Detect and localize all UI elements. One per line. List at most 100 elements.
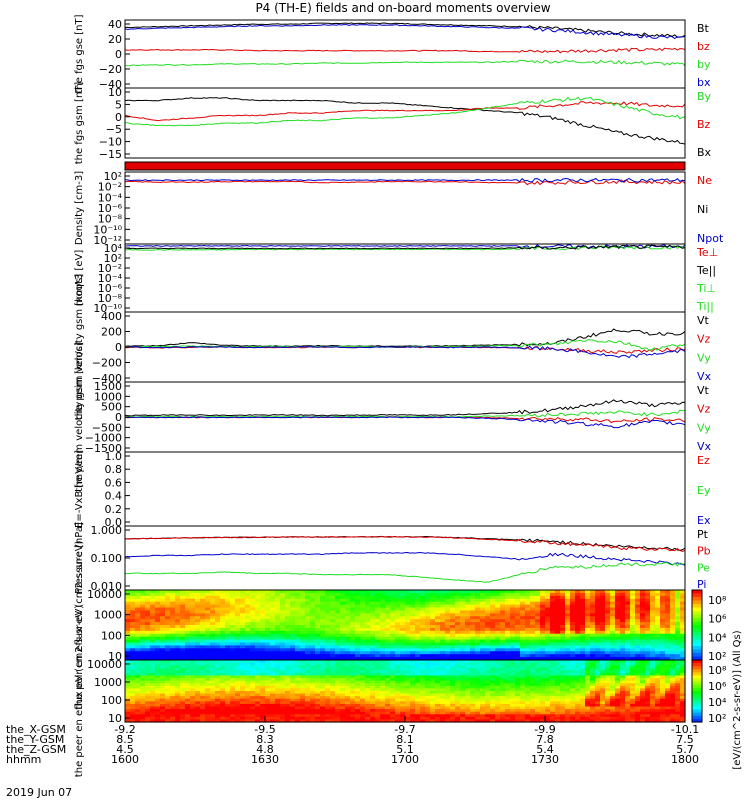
- spectrogram-cell: [275, 592, 281, 597]
- spectrogram-cell: [325, 672, 331, 677]
- spectrogram-cell: [520, 675, 526, 679]
- spectrogram-cell: [345, 670, 351, 674]
- spectrogram-cell: [285, 683, 291, 687]
- spectrogram-cell: [675, 619, 681, 623]
- spectrogram-cell: [230, 680, 236, 684]
- spectrogram-cell: [310, 719, 316, 723]
- spectrogram-cell: [280, 622, 286, 626]
- spectrogram-cell: [485, 719, 491, 723]
- spectrogram-cell: [465, 670, 471, 674]
- spectrogram-cell: [300, 714, 306, 718]
- spectrogram-cell: [245, 709, 251, 713]
- spectrogram-cell: [245, 670, 251, 674]
- spectrogram-cell: [320, 685, 326, 690]
- spectrogram-cell: [440, 630, 446, 635]
- spectrogram-cell: [330, 601, 336, 606]
- spectrogram-cell: [250, 719, 256, 723]
- spectrogram-cell: [240, 675, 246, 679]
- spectrogram-cell: [525, 625, 531, 629]
- spectrogram-cell: [500, 701, 506, 705]
- spectrogram-cell: [235, 703, 241, 708]
- spectrogram-cell: [295, 630, 301, 635]
- spectrogram-cell: [355, 636, 361, 641]
- spectrogram-cell: [185, 660, 191, 664]
- spectrogram-cell: [190, 696, 196, 700]
- spectrogram-cell: [510, 719, 516, 723]
- spectrogram-cell: [155, 625, 161, 629]
- spectrogram-cell: [160, 680, 166, 684]
- spectrogram-cell: [135, 660, 141, 664]
- spectrogram-cell: [210, 636, 216, 641]
- spectrogram-cell: [445, 613, 451, 617]
- spectrogram-cell: [150, 706, 156, 710]
- spectrogram-cell: [210, 648, 216, 652]
- spectrogram-cell: [510, 714, 516, 718]
- spectrogram-cell: [450, 625, 456, 629]
- spectrogram-cell: [495, 683, 501, 687]
- spectrogram-cell: [380, 610, 386, 614]
- spectrogram-cell: [430, 598, 436, 603]
- spectrogram-cell: [455, 601, 461, 606]
- spectrogram-cell: [295, 685, 301, 690]
- spectrogram-cell: [540, 709, 546, 713]
- spectrogram-cell: [335, 633, 341, 638]
- spectrogram-cell: [220, 670, 226, 674]
- spectrogram-cell: [330, 616, 336, 620]
- spectrogram-cell: [415, 683, 421, 687]
- spectrogram-cell: [230, 696, 236, 700]
- spectrogram-cell: [665, 642, 671, 647]
- spectrogram-cell: [315, 693, 321, 697]
- spectrogram-cell: [130, 698, 136, 702]
- spectrogram-cell: [150, 675, 156, 679]
- spectrogram-cell: [640, 610, 646, 614]
- spectrogram-cell: [160, 691, 166, 695]
- spectrogram-cell: [500, 698, 506, 702]
- spectrogram-cell: [345, 696, 351, 700]
- spectrogram-cell: [465, 627, 471, 632]
- spectrogram-cell: [150, 625, 156, 629]
- spectrogram-cell: [520, 672, 526, 677]
- spectrogram-cell: [415, 619, 421, 623]
- spectrogram-cell: [160, 719, 166, 723]
- spectrogram-cell: [155, 633, 161, 638]
- spectrogram-cell: [465, 657, 471, 661]
- spectrogram-cell: [315, 598, 321, 603]
- spectrogram-cell: [205, 693, 211, 697]
- spectrogram-cell: [180, 633, 186, 638]
- spectrogram-cell: [490, 619, 496, 623]
- spectrogram-cell: [560, 639, 566, 644]
- spectrogram-cell: [290, 604, 296, 609]
- spectrogram-cell: [155, 711, 161, 715]
- spectrogram-cell: [330, 610, 336, 614]
- spectrogram-cell: [680, 639, 686, 644]
- spectrogram-cell: [395, 619, 401, 623]
- y-tick-label: 500: [101, 401, 122, 414]
- spectrogram-cell: [195, 698, 201, 702]
- spectrogram-cell: [515, 688, 521, 692]
- spectrogram-cell: [455, 630, 461, 635]
- spectrogram-cell: [345, 607, 351, 612]
- spectrogram-cell: [170, 698, 176, 702]
- spectrogram-cell: [630, 604, 636, 609]
- spectrogram-cell: [180, 604, 186, 609]
- spectrogram-cell: [650, 604, 656, 609]
- spectrogram-cell: [600, 657, 606, 661]
- spectrogram-cell: [230, 604, 236, 609]
- spectrogram-cell: [210, 645, 216, 649]
- y-tick-label: 1.000: [91, 524, 123, 537]
- spectrogram-cell: [225, 642, 231, 647]
- spectrogram-cell: [540, 590, 546, 594]
- spectrogram-cell: [410, 642, 416, 647]
- spectrogram-cell: [280, 683, 286, 687]
- spectrogram-cell: [320, 604, 326, 609]
- spectrogram-cell: [600, 630, 606, 635]
- spectrogram-cell: [405, 622, 411, 626]
- spectrogram-cell: [125, 648, 131, 652]
- spectrogram-cell: [550, 680, 556, 684]
- spectrogram-cell: [420, 672, 426, 677]
- spectrogram-cell: [480, 613, 486, 617]
- spectrogram-cell: [380, 616, 386, 620]
- spectrogram-cell: [485, 613, 491, 617]
- spectrogram-cell: [680, 625, 686, 629]
- spectrogram-cell: [405, 619, 411, 623]
